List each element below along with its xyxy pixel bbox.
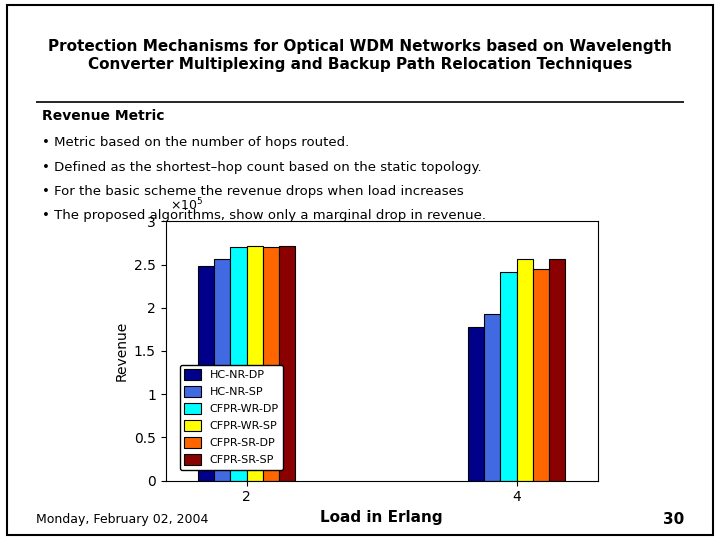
Bar — [246, 246, 263, 481]
FancyBboxPatch shape — [7, 5, 713, 535]
Bar — [279, 246, 295, 481]
Bar — [533, 269, 549, 481]
Bar — [500, 272, 516, 481]
Y-axis label: Revenue: Revenue — [114, 321, 128, 381]
Legend: HC-NR-DP, HC-NR-SP, CFPR-WR-DP, CFPR-WR-SP, CFPR-SR-DP, CFPR-SR-SP: HC-NR-DP, HC-NR-SP, CFPR-WR-DP, CFPR-WR-… — [180, 364, 284, 470]
Text: Protection Mechanisms for Optical WDM Networks based on Wavelength
Converter Mul: Protection Mechanisms for Optical WDM Ne… — [48, 39, 672, 72]
Bar — [215, 259, 230, 481]
Text: 30: 30 — [662, 511, 684, 526]
Bar — [198, 266, 215, 481]
Bar — [516, 259, 533, 481]
Text: Monday, February 02, 2004: Monday, February 02, 2004 — [36, 514, 208, 526]
Bar — [263, 247, 279, 481]
Bar — [468, 327, 484, 481]
Text: • For the basic scheme the revenue drops when load increases: • For the basic scheme the revenue drops… — [42, 185, 464, 198]
Bar — [230, 247, 246, 481]
Text: • Defined as the shortest–hop count based on the static topology.: • Defined as the shortest–hop count base… — [42, 160, 482, 174]
Bar — [484, 314, 500, 481]
Text: $\times 10^5$: $\times 10^5$ — [170, 197, 203, 214]
Bar — [549, 259, 565, 481]
Text: • The proposed algorithms, show only a marginal drop in revenue.: • The proposed algorithms, show only a m… — [42, 210, 487, 222]
X-axis label: Load in Erlang: Load in Erlang — [320, 510, 443, 525]
Text: • Metric based on the number of hops routed.: • Metric based on the number of hops rou… — [42, 136, 350, 149]
Text: Revenue Metric: Revenue Metric — [42, 109, 165, 123]
